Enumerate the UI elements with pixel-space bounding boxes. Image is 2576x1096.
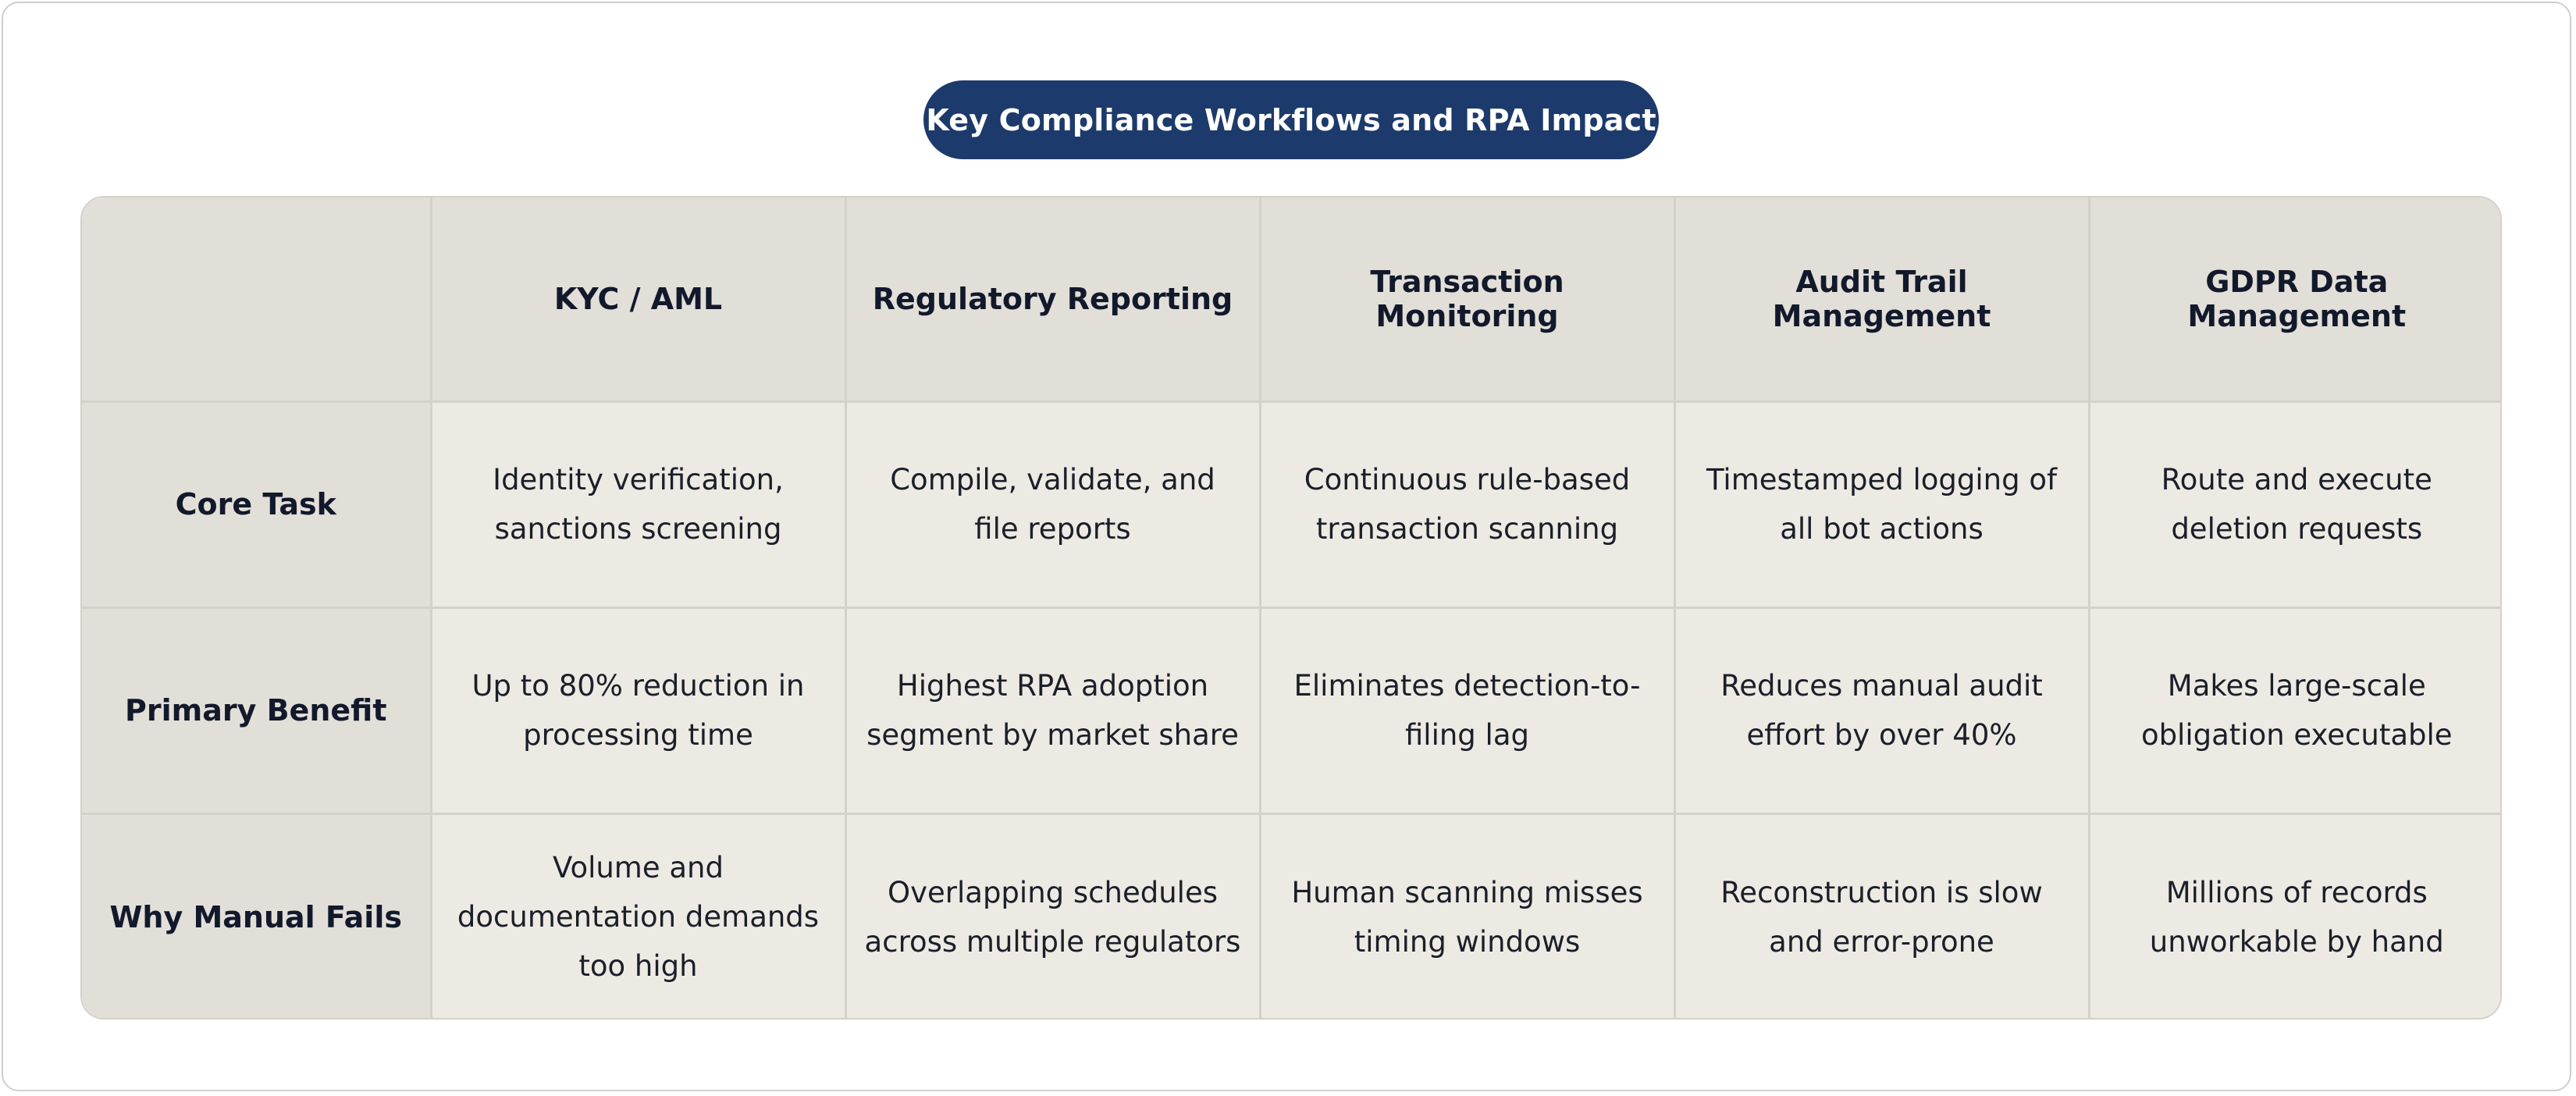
column-header: Transaction Monitoring [1258,197,1676,403]
table-corner-cell [82,197,432,403]
table-cell: Reduces manual audit effort by over 40% [1673,606,2090,815]
table-cell: Highest RPA adoption segment by market s… [844,606,1261,815]
table-cell: Overlapping schedules across multiple re… [844,812,1261,1018]
comparison-table: KYC / AML Regulatory Reporting Transacti… [82,197,2500,1018]
table-cell: Compile, validate, and file reports [844,400,1261,609]
table-cell: Volume and documentation demands too hig… [429,812,847,1018]
table-cell: Millions of records unworkable by hand [2087,812,2500,1018]
table-header-row: KYC / AML Regulatory Reporting Transacti… [82,197,2500,403]
table-row: Core Task Identity verification, sanctio… [82,400,2500,609]
workflow-table: KYC / AML Regulatory Reporting Transacti… [80,196,2502,1019]
row-header: Primary Benefit [82,606,432,815]
page-title: Key Compliance Workflows and RPA Impact [923,80,1659,159]
table-row: Why Manual Fails Volume and documentatio… [82,812,2500,1018]
column-header: Regulatory Reporting [844,197,1261,403]
table-row: Primary Benefit Up to 80% reduction in p… [82,606,2500,815]
table-cell: Timestamped logging of all bot actions [1673,400,2090,609]
table-cell: Route and execute deletion requests [2087,400,2500,609]
column-header: GDPR Data Management [2087,197,2500,403]
table-cell: Makes large-scale obligation executable [2087,606,2500,815]
table-cell: Human scanning misses timing windows [1258,812,1676,1018]
table-cell: Eliminates detection-to-filing lag [1258,606,1676,815]
row-header: Why Manual Fails [82,812,432,1018]
table-cell: Continuous rule-based transaction scanni… [1258,400,1676,609]
table-cell: Reconstruction is slow and error-prone [1673,812,2090,1018]
table-cell: Identity verification, sanctions screeni… [429,400,847,609]
column-header: Audit Trail Management [1673,197,2090,403]
table-cell: Up to 80% reduction in processing time [429,606,847,815]
column-header: KYC / AML [429,197,847,403]
row-header: Core Task [82,400,432,609]
